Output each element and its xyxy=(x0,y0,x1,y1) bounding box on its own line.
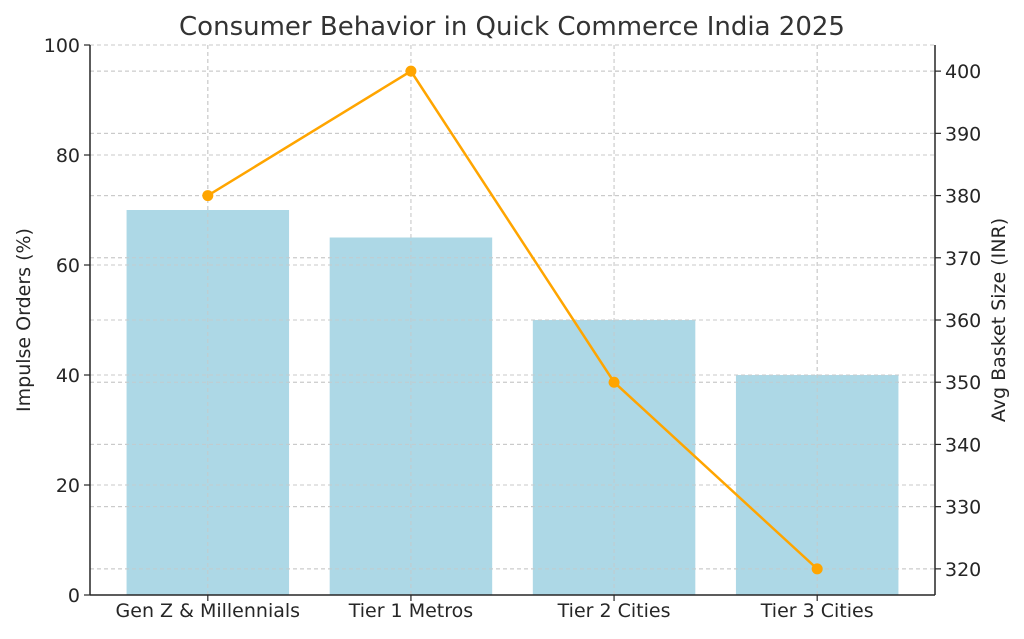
y-tick-label: 100 xyxy=(44,35,80,57)
y2-tick-label: 370 xyxy=(945,248,981,270)
y2-tick-label: 350 xyxy=(945,372,981,394)
chart-title: Consumer Behavior in Quick Commerce Indi… xyxy=(179,12,845,42)
x-tick-label: Gen Z & Millennials xyxy=(116,600,301,622)
y2-tick-label: 360 xyxy=(945,310,981,332)
x-tick-label: Tier 3 Cities xyxy=(760,600,874,622)
axes: 0 20 40 60 80 100 320 330 340 350 360 370 380 390 400 G… xyxy=(44,35,982,622)
data-point xyxy=(202,190,214,202)
y-axis-label: Impulse Orders (%) xyxy=(13,228,35,412)
y2-axis-label: Avg Basket Size (INR) xyxy=(988,218,1010,422)
y2-tick-label: 390 xyxy=(945,123,981,145)
line-series xyxy=(202,65,823,575)
y-tick-label: 80 xyxy=(56,145,80,167)
x-tick-label: Tier 2 Cities xyxy=(557,600,671,622)
y2-tick-label: 400 xyxy=(945,61,981,83)
y-tick-label: 20 xyxy=(56,475,80,497)
y-tick-label: 60 xyxy=(56,255,80,277)
y-tick-label: 40 xyxy=(56,365,80,387)
x-tick-label: Tier 1 Metros xyxy=(348,600,473,622)
y2-tick-label: 380 xyxy=(945,186,981,208)
data-point xyxy=(608,376,620,388)
series-line xyxy=(207,69,819,570)
data-point xyxy=(405,65,417,77)
y-tick-label: 0 xyxy=(68,585,80,607)
y2-tick-label: 340 xyxy=(945,434,981,456)
y2-tick-label: 330 xyxy=(945,497,981,519)
y2-tick-label: 320 xyxy=(945,559,981,581)
data-point xyxy=(811,563,823,575)
